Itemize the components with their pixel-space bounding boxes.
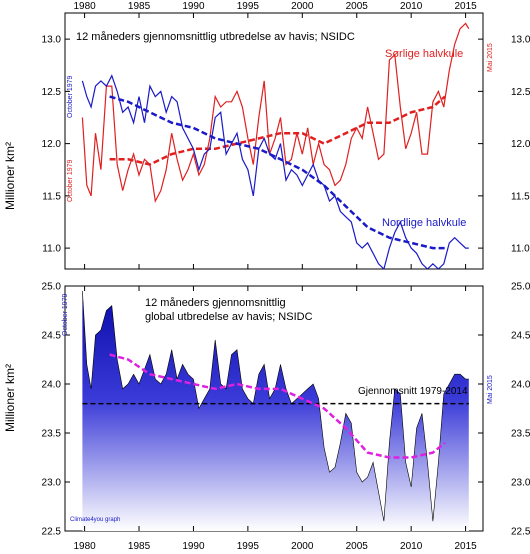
top-right-annotation: Mai 2015 (487, 43, 494, 72)
south-hemisphere-line (81, 22, 470, 204)
top-y-tick-label: 12.5 (42, 87, 62, 98)
bottom-x-tick-label: 1985 (128, 541, 151, 552)
top-y-tick-label: 11.0 (42, 244, 61, 255)
bottom-y-tick-label-right: 24.5 (511, 331, 530, 342)
top-y-tick-label-right: 12.0 (511, 139, 530, 150)
bottom-right-annotation: Mai 2015 (487, 375, 494, 404)
bottom-x-tick-label: 1980 (73, 541, 96, 552)
bottom-y-tick-label: 24.0 (42, 380, 62, 391)
top-y-axis-label: Millioner km² (3, 142, 17, 210)
bottom-y-tick-label: 23.0 (42, 478, 62, 489)
bottom-x-tick-label: 1995 (237, 541, 260, 552)
top-x-tick-label: 2000 (291, 1, 314, 12)
global-area-fill (82, 290, 469, 531)
top-x-tick-label: 2005 (346, 1, 369, 12)
bottom-y-tick-label-right: 24.0 (511, 380, 530, 391)
bottom-title-line-2: global utbredelse av havis; NSIDC (145, 311, 313, 323)
top-x-ticks: 1980 1985 1990 1995 2000 2005 2010 2015 (73, 1, 477, 269)
bottom-y-ticks: 22.5 22.5 23.0 23.0 23.5 23.5 24.0 24.0 24.5 24.5… (42, 282, 530, 538)
bottom-y-tick-label-right: 23.0 (511, 478, 530, 489)
top-chart-title: 12 måneders gjennomsnittlig utbredelse a… (76, 31, 355, 43)
credit-label: Climate4you graph (70, 517, 120, 523)
top-x-tick-label: 1990 (182, 1, 205, 12)
bottom-x-tick-label: 2010 (400, 541, 423, 552)
north-hemisphere-trend-line (109, 95, 445, 250)
bottom-y-tick-label-right: 22.5 (511, 527, 530, 538)
south-hemisphere-trend-line (109, 95, 446, 166)
north-hemisphere-line (81, 74, 469, 269)
top-y-tick-label-right: 11.5 (511, 191, 530, 202)
bottom-y-axis-label: Millioner km² (3, 364, 17, 432)
bottom-x-tick-label: 2005 (346, 541, 369, 552)
top-left-annotation-red: October 1979 (67, 159, 74, 202)
reference-line-label: Gjennomsnitt 1979-2014 (358, 386, 468, 397)
bottom-x-tick-label: 1990 (182, 541, 205, 552)
south-series-label: Sørlige halvkule (385, 48, 463, 60)
top-x-tick-label: 1995 (237, 1, 260, 12)
bottom-y-tick-label: 24.5 (42, 331, 62, 342)
bottom-panel: 22.5 22.5 23.0 23.0 23.5 23.5 24.0 24.0 24.5 24.5… (3, 282, 530, 553)
top-x-tick-label: 2010 (400, 1, 423, 12)
bottom-y-tick-label: 25.0 (42, 282, 62, 293)
top-y-tick-label: 11.5 (42, 191, 61, 202)
top-x-tick-label: 2015 (454, 1, 477, 12)
top-left-annotation-blue: October 1979 (67, 75, 74, 118)
bottom-y-tick-label-right: 23.5 (511, 429, 530, 440)
bottom-y-tick-label-right: 25.0 (511, 282, 530, 293)
bottom-x-tick-label: 2000 (291, 541, 314, 552)
top-x-tick-label: 1980 (73, 1, 96, 12)
bottom-y-tick-label: 22.5 (42, 527, 62, 538)
bottom-y-tick-label: 23.5 (42, 429, 62, 440)
top-y-tick-label-right: 13.0 (511, 35, 530, 46)
top-panel: 1980 1985 1990 1995 2000 2005 2010 2015 11.0 11.… (3, 1, 530, 270)
bottom-left-annotation: October 1979 (62, 293, 69, 336)
bottom-x-tick-label: 2015 (454, 541, 477, 552)
top-y-tick-label: 13.0 (42, 35, 62, 46)
top-y-tick-label-right: 12.5 (511, 87, 530, 98)
global-trend-line (109, 353, 446, 459)
top-y-tick-label-right: 11.0 (511, 244, 530, 255)
bottom-title-line-1: 12 måneders gjennomsnittlig (145, 297, 286, 309)
bottom-x-ticks: 1980 1985 1990 1995 2000 2005 2010 2015 (73, 286, 477, 552)
top-y-tick-label: 12.0 (42, 139, 62, 150)
top-x-tick-label: 1985 (128, 1, 151, 12)
north-series-label: Nordlige halvkule (382, 217, 466, 229)
top-y-ticks: 11.0 11.0 11.5 11.5 12.0 12.0 12.5 12.5 13.0 13.0 (42, 35, 530, 255)
